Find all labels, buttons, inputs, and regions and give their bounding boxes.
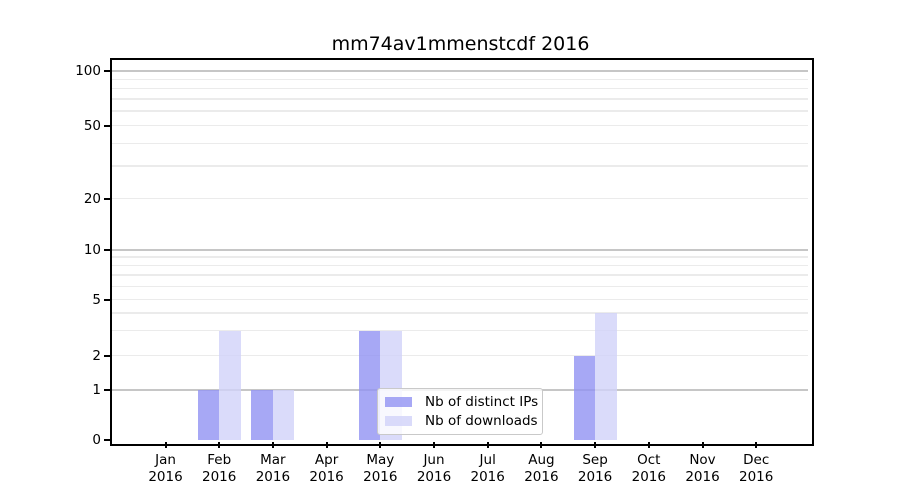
x-tick-year: 2016 [470, 468, 505, 485]
x-tick-month: Jan [155, 452, 176, 468]
x-axis-tick-label-nov: Nov 2016 [671, 452, 735, 485]
x-tick-month: Sep [582, 452, 608, 468]
legend-label-downloads: Nb of downloads [425, 412, 538, 429]
x-tick-month: Feb [207, 452, 232, 468]
x-tick-year: 2016 [416, 468, 452, 485]
gridline-minor-20 [112, 197, 808, 200]
legend: Nb of distinct IPs Nb of downloads [377, 388, 543, 435]
x-tick-year: 2016 [631, 468, 666, 485]
bar-distinct-ips-may [358, 330, 381, 440]
x-tick-year: 2016 [363, 468, 398, 485]
x-tick-month: Dec [743, 452, 770, 468]
y-axis-tick-label-100: 100 [75, 63, 101, 79]
gridline-minor-3 [112, 329, 808, 332]
bar-downloads-sep [595, 313, 617, 440]
x-axis-tick-label-jan: Jan 2016 [134, 452, 198, 485]
legend-swatch-downloads [385, 415, 412, 426]
x-tick-mark-jul [486, 442, 489, 448]
x-axis-tick-label-jun: Jun 2016 [402, 452, 466, 485]
x-tick-mark-jan [164, 442, 167, 448]
y-axis-tick-label-0: 0 [92, 432, 101, 448]
legend-item-distinct-ips: Nb of distinct IPs [385, 393, 538, 412]
gridline-minor-80 [112, 87, 808, 90]
x-tick-year: 2016 [524, 468, 559, 485]
x-tick-mark-oct [647, 442, 650, 448]
x-axis-tick-label-aug: Aug 2016 [509, 452, 573, 485]
x-axis-tick-label-apr: Apr 2016 [295, 452, 359, 485]
x-tick-mark-dec [755, 442, 758, 448]
gridline-minor-2 [112, 354, 808, 357]
y-axis-tick-label-5: 5 [92, 291, 101, 308]
plot-area [110, 58, 814, 446]
x-tick-mark-aug [540, 442, 543, 448]
x-tick-year: 2016 [309, 468, 344, 485]
x-tick-year: 2016 [202, 468, 237, 485]
legend-swatch-distinct-ips [385, 397, 412, 408]
bar-distinct-ips-sep [573, 355, 596, 440]
x-tick-mark-mar [271, 442, 274, 448]
y-tick-mark-2 [104, 354, 110, 357]
gridline-minor-90 [112, 78, 808, 81]
x-tick-month: Jun [423, 452, 445, 468]
bar-downloads-feb [219, 330, 241, 440]
x-tick-month: Nov [689, 452, 716, 468]
x-tick-mark-sep [594, 442, 597, 448]
gridline-minor-4 [112, 312, 808, 314]
x-tick-month: Oct [637, 452, 661, 468]
x-tick-mark-jun [433, 442, 435, 448]
y-tick-mark-1 [104, 388, 110, 391]
gridline-minor-8 [112, 264, 808, 267]
gridline-minor-7 [112, 274, 808, 276]
y-tick-mark-5 [104, 298, 110, 301]
legend-label-distinct-ips: Nb of distinct IPs [425, 394, 539, 411]
x-axis-tick-label-dec: Dec 2016 [724, 452, 788, 485]
x-tick-year: 2016 [685, 468, 720, 485]
y-axis-tick-label-1: 1 [92, 381, 101, 398]
bar-distinct-ips-feb [197, 389, 220, 440]
y-axis-tick-label-20: 20 [83, 190, 101, 207]
x-tick-mark-apr [325, 442, 328, 448]
x-tick-year: 2016 [255, 468, 291, 485]
x-tick-year: 2016 [148, 468, 183, 485]
x-axis-tick-label-sep: Sep 2016 [563, 452, 627, 485]
x-tick-month: May [366, 452, 395, 468]
gridline-minor-5 [112, 298, 808, 301]
y-axis-tick-label-10: 10 [83, 241, 101, 258]
y-axis-tick-label-2: 2 [92, 347, 101, 364]
y-axis-tick-label-50: 50 [83, 117, 101, 134]
chart-title: mm74av1mmenstcdf 2016 [331, 33, 590, 55]
gridline-major-100 [112, 70, 808, 72]
gridline-major-10 [112, 248, 808, 251]
bar-downloads-mar [272, 389, 295, 440]
y-tick-mark-50 [104, 124, 110, 127]
x-tick-mark-nov [701, 442, 704, 448]
gridline-minor-6 [112, 285, 808, 288]
x-tick-year: 2016 [577, 468, 613, 485]
x-tick-mark-feb [218, 442, 221, 448]
y-tick-mark-20 [104, 197, 110, 200]
bar-distinct-ips-mar [251, 389, 273, 440]
x-tick-month: Aug [528, 452, 555, 468]
gridline-minor-50 [112, 124, 808, 127]
x-axis-tick-label-may: May 2016 [348, 452, 412, 485]
x-tick-year: 2016 [739, 468, 774, 485]
legend-item-downloads: Nb of downloads [385, 412, 538, 431]
x-tick-month: Mar [260, 452, 286, 468]
gridline-minor-9 [112, 256, 808, 258]
x-tick-mark-may [379, 442, 382, 448]
gridline-minor-40 [112, 142, 808, 145]
y-tick-mark-10 [104, 248, 110, 251]
y-tick-mark-100 [104, 70, 110, 72]
gridline-minor-60 [112, 110, 808, 112]
x-tick-month: Jul [479, 452, 496, 468]
x-axis-tick-label-feb: Feb 2016 [187, 452, 251, 485]
gridline-minor-30 [112, 165, 808, 167]
gridline-minor-70 [112, 98, 808, 100]
x-axis-tick-label-jul: Jul 2016 [456, 452, 520, 485]
x-tick-month: Apr [314, 452, 339, 468]
x-axis-tick-label-mar: Mar 2016 [241, 452, 305, 485]
y-tick-mark-0 [104, 439, 110, 441]
x-axis-tick-label-oct: Oct 2016 [617, 452, 681, 485]
